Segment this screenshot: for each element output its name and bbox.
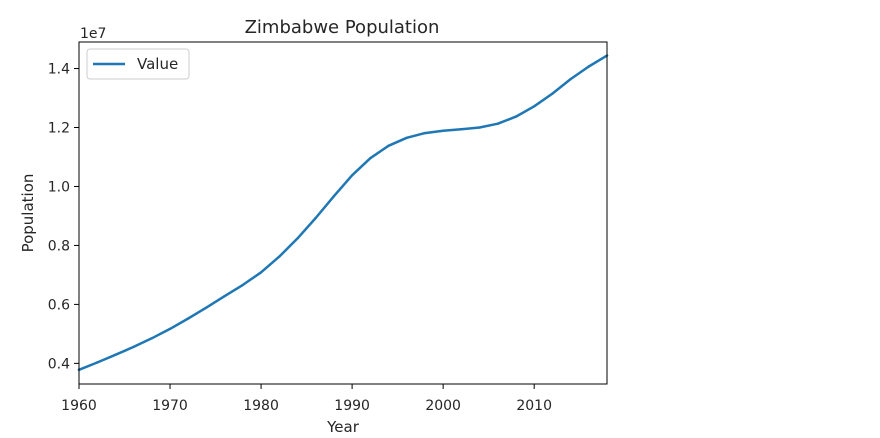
y-tick-label: 0.6 — [48, 297, 70, 313]
legend-label: Value — [137, 55, 178, 73]
y-tick-label: 1.2 — [48, 121, 70, 137]
data-point — [114, 353, 117, 356]
data-point — [96, 361, 99, 364]
data-point — [569, 77, 572, 81]
data-point — [168, 327, 172, 331]
y-axis-label: Population — [19, 174, 37, 253]
data-point — [460, 128, 463, 131]
y-tick-label: 0.8 — [48, 238, 70, 254]
x-tick-label: 1990 — [334, 398, 370, 414]
x-axis-ticks: 1960 1970 1980 1990 2000 2010 — [61, 384, 552, 414]
data-point — [369, 157, 372, 160]
data-point — [150, 337, 153, 340]
y-tick-label: 0.4 — [48, 356, 70, 372]
series-layer — [77, 54, 609, 372]
data-point — [314, 216, 317, 220]
series-line — [77, 54, 609, 372]
x-tick-label: 1980 — [243, 398, 279, 414]
data-point — [514, 115, 518, 118]
x-axis-label: Year — [326, 418, 360, 436]
y-offset-label: 1e7 — [80, 26, 106, 42]
data-point — [423, 131, 427, 135]
legend: Value — [86, 48, 190, 80]
data-point — [587, 65, 590, 68]
data-point — [332, 195, 336, 198]
data-point — [259, 271, 263, 274]
data-point — [132, 345, 135, 349]
x-tick-label: 1960 — [61, 398, 97, 414]
data-point — [551, 92, 554, 95]
x-tick-label: 2000 — [425, 398, 461, 414]
data-point — [496, 122, 499, 125]
data-point — [350, 174, 354, 177]
chart-title: Zimbabwe Population — [245, 17, 440, 38]
data-point — [241, 283, 245, 287]
y-tick-label: 1.0 — [48, 179, 70, 195]
y-tick-label: 1.4 — [48, 62, 70, 78]
data-point — [278, 255, 281, 258]
data-point — [296, 237, 299, 240]
data-point — [405, 136, 408, 139]
data-point — [478, 126, 481, 129]
data-point — [533, 105, 536, 108]
x-tick-label: 1970 — [152, 398, 188, 414]
x-tick-label: 2010 — [516, 398, 552, 414]
legend-box — [86, 48, 190, 80]
data-point — [205, 306, 208, 309]
data-point — [187, 317, 190, 320]
data-point — [387, 144, 390, 147]
data-point — [441, 129, 445, 132]
data-point — [223, 294, 226, 298]
y-axis-ticks: 0.4 0.6 0.8 1.0 1.2 1.4 — [48, 62, 79, 372]
plot-frame — [78, 41, 608, 385]
